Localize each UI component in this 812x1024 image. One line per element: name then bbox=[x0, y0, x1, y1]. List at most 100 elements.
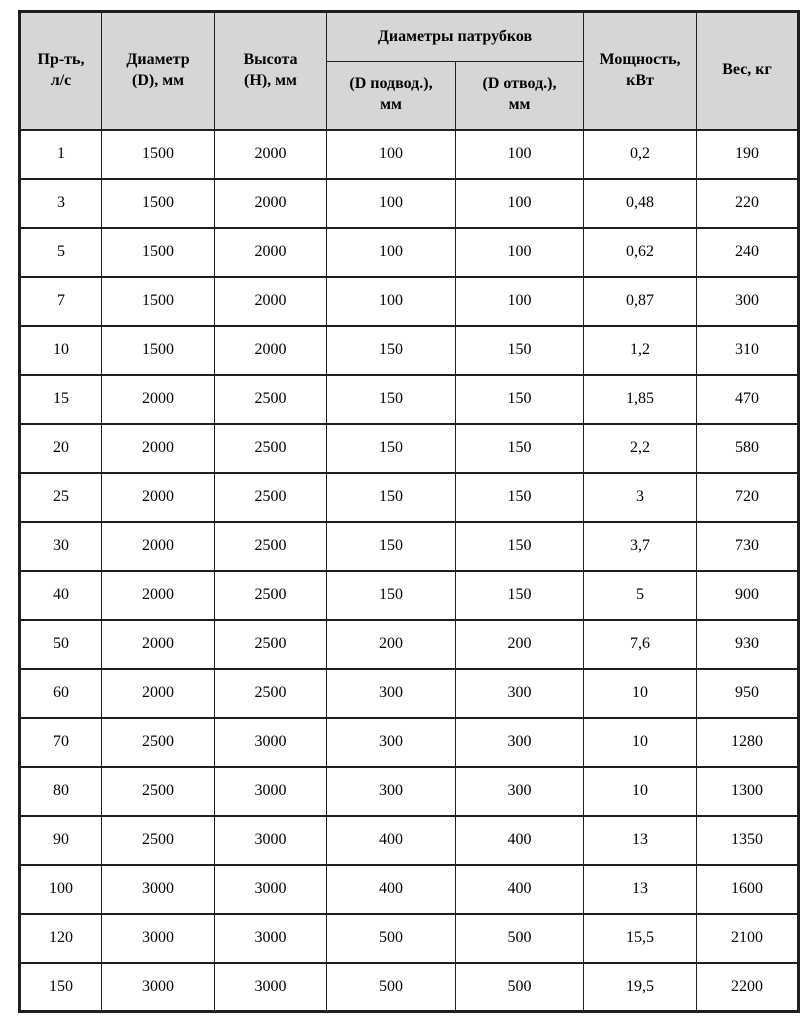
table-cell: 3000 bbox=[214, 961, 327, 1013]
table-cell: 2500 bbox=[214, 667, 327, 719]
table-cell: 1600 bbox=[696, 863, 800, 915]
table-cell: 40 bbox=[19, 569, 102, 621]
table-cell: 100 bbox=[326, 128, 456, 180]
table-cell: 150 bbox=[19, 961, 102, 1013]
table-cell: 2500 bbox=[214, 471, 327, 523]
table-cell: 200 bbox=[326, 618, 456, 670]
table-cell: 150 bbox=[454, 471, 585, 523]
table-cell: 3,7 bbox=[583, 520, 698, 572]
table-cell: 3000 bbox=[101, 863, 215, 915]
table-cell: 240 bbox=[696, 226, 800, 278]
table-row: 70 2500 3000 300 300 10 1280 bbox=[19, 716, 800, 768]
table-row: 50 2000 2500 200 200 7,6 930 bbox=[19, 618, 800, 670]
table-row: 30 2000 2500 150 150 3,7 730 bbox=[19, 520, 800, 572]
table-cell: 200 bbox=[454, 618, 585, 670]
table-cell: 90 bbox=[19, 814, 102, 866]
table-cell: 3000 bbox=[214, 912, 327, 964]
table-cell: 2000 bbox=[101, 618, 215, 670]
table-cell: 1500 bbox=[101, 128, 215, 180]
header-height: Высота (H), мм bbox=[214, 10, 327, 131]
table-cell: 300 bbox=[326, 667, 456, 719]
table-cell: 3000 bbox=[214, 765, 327, 817]
table-cell: 7,6 bbox=[583, 618, 698, 670]
table-cell: 5 bbox=[583, 569, 698, 621]
table-cell: 1500 bbox=[101, 275, 215, 327]
table-cell: 50 bbox=[19, 618, 102, 670]
table-cell: 1350 bbox=[696, 814, 800, 866]
table-cell: 3000 bbox=[101, 961, 215, 1013]
header-weight: Вес, кг bbox=[696, 10, 800, 131]
table-row: 120 3000 3000 500 500 15,5 2100 bbox=[19, 912, 800, 964]
table-cell: 19,5 bbox=[583, 961, 698, 1013]
table-cell: 100 bbox=[326, 226, 456, 278]
table-cell: 100 bbox=[454, 275, 585, 327]
table-cell: 2,2 bbox=[583, 422, 698, 474]
table-row: 1 1500 2000 100 100 0,2 190 bbox=[19, 128, 800, 180]
table-cell: 3 bbox=[19, 177, 102, 229]
table-cell: 2200 bbox=[696, 961, 800, 1013]
table-row: 15 2000 2500 150 150 1,85 470 bbox=[19, 373, 800, 425]
table-cell: 730 bbox=[696, 520, 800, 572]
table-cell: 7 bbox=[19, 275, 102, 327]
table-cell: 25 bbox=[19, 471, 102, 523]
table-cell: 220 bbox=[696, 177, 800, 229]
table-row: 40 2000 2500 150 150 5 900 bbox=[19, 569, 800, 621]
table-row: 80 2500 3000 300 300 10 1300 bbox=[19, 765, 800, 817]
table-cell: 0,62 bbox=[583, 226, 698, 278]
table-cell: 2000 bbox=[101, 373, 215, 425]
table-cell: 300 bbox=[326, 716, 456, 768]
table-cell: 2000 bbox=[101, 569, 215, 621]
table-cell: 2000 bbox=[101, 667, 215, 719]
table-cell: 5 bbox=[19, 226, 102, 278]
table-cell: 3000 bbox=[101, 912, 215, 964]
table-row: 3 1500 2000 100 100 0,48 220 bbox=[19, 177, 800, 229]
table-cell: 1,85 bbox=[583, 373, 698, 425]
table-cell: 120 bbox=[19, 912, 102, 964]
table-cell: 3000 bbox=[214, 716, 327, 768]
table-cell: 310 bbox=[696, 324, 800, 376]
table-cell: 150 bbox=[326, 520, 456, 572]
table-row: 7 1500 2000 100 100 0,87 300 bbox=[19, 275, 800, 327]
table-cell: 100 bbox=[454, 128, 585, 180]
table-cell: 1280 bbox=[696, 716, 800, 768]
table-cell: 500 bbox=[454, 912, 585, 964]
table-cell: 30 bbox=[19, 520, 102, 572]
table-cell: 2000 bbox=[214, 226, 327, 278]
table-cell: 470 bbox=[696, 373, 800, 425]
table-row: 5 1500 2000 100 100 0,62 240 bbox=[19, 226, 800, 278]
table-cell: 1 bbox=[19, 128, 102, 180]
table-row: 150 3000 3000 500 500 19,5 2200 bbox=[19, 961, 800, 1013]
table-cell: 100 bbox=[326, 275, 456, 327]
table-row: 100 3000 3000 400 400 13 1600 bbox=[19, 863, 800, 915]
spec-table: Пр-ть, л/с Диаметр (D), мм Высота (H), м… bbox=[18, 10, 801, 1013]
table-cell: 150 bbox=[326, 471, 456, 523]
table-cell: 150 bbox=[454, 373, 585, 425]
table-row: 10 1500 2000 150 150 1,2 310 bbox=[19, 324, 800, 376]
table-cell: 1300 bbox=[696, 765, 800, 817]
table-cell: 2500 bbox=[214, 373, 327, 425]
table-cell: 580 bbox=[696, 422, 800, 474]
table-cell: 500 bbox=[326, 961, 456, 1013]
table-cell: 930 bbox=[696, 618, 800, 670]
table-cell: 15 bbox=[19, 373, 102, 425]
table-row: 60 2000 2500 300 300 10 950 bbox=[19, 667, 800, 719]
table-cell: 13 bbox=[583, 863, 698, 915]
table-cell: 2000 bbox=[214, 128, 327, 180]
table-cell: 150 bbox=[454, 569, 585, 621]
header-row-group: Пр-ть, л/с Диаметр (D), мм Высота (H), м… bbox=[19, 10, 800, 131]
table-cell: 60 bbox=[19, 667, 102, 719]
header-inlet-diameter: (D подвод.), мм bbox=[326, 61, 456, 131]
table-cell: 2500 bbox=[214, 569, 327, 621]
table-cell: 2500 bbox=[214, 618, 327, 670]
table-cell: 300 bbox=[454, 667, 585, 719]
table-cell: 1500 bbox=[101, 226, 215, 278]
header-flow: Пр-ть, л/с bbox=[19, 10, 102, 131]
table-cell: 1,2 bbox=[583, 324, 698, 376]
header-nozzles-group: Диаметры патрубков bbox=[325, 10, 585, 62]
table-cell: 950 bbox=[696, 667, 800, 719]
table-cell: 100 bbox=[326, 177, 456, 229]
table-cell: 500 bbox=[326, 912, 456, 964]
header-outlet-diameter: (D отвод.), мм bbox=[454, 61, 585, 131]
table-cell: 300 bbox=[454, 765, 585, 817]
table-row: 20 2000 2500 150 150 2,2 580 bbox=[19, 422, 800, 474]
